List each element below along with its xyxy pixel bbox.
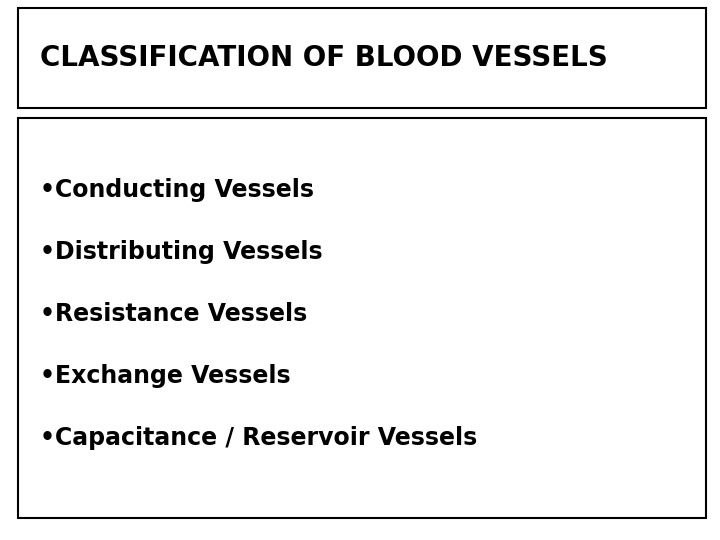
Text: •Distributing Vessels: •Distributing Vessels — [40, 240, 323, 264]
Bar — [18, 118, 706, 518]
Text: •Exchange Vessels: •Exchange Vessels — [40, 364, 291, 388]
Text: •Conducting Vessels: •Conducting Vessels — [40, 178, 314, 202]
Text: •Resistance Vessels: •Resistance Vessels — [40, 302, 307, 326]
Text: •Capacitance / Reservoir Vessels: •Capacitance / Reservoir Vessels — [40, 426, 477, 450]
Text: CLASSIFICATION OF BLOOD VESSELS: CLASSIFICATION OF BLOOD VESSELS — [40, 44, 608, 72]
Bar — [18, 8, 706, 108]
